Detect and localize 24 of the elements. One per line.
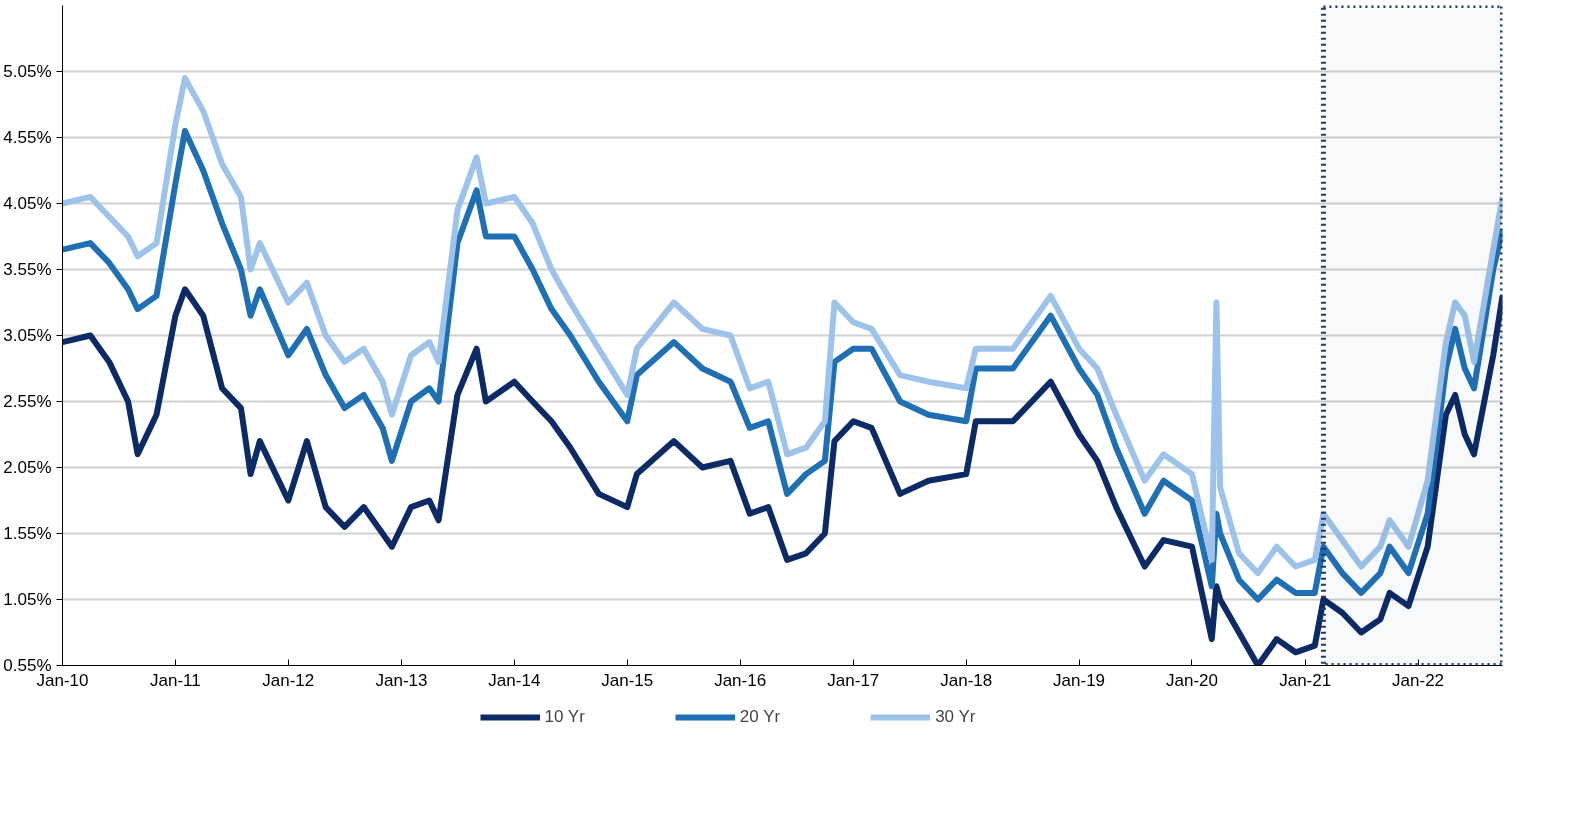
x-tick-label: Jan-11	[150, 670, 201, 690]
x-tick-label: Jan-12	[262, 670, 315, 690]
y-tick-label: 4.05%	[3, 194, 52, 213]
y-tick-label: 2.05%	[3, 458, 52, 477]
y-tick-label: 1.05%	[3, 590, 52, 609]
y-tick-label: 1.55%	[3, 524, 52, 543]
y-tick-label: 5.05%	[3, 62, 52, 81]
legend-label: 20 Yr	[739, 707, 781, 727]
y-tick-label: 2.55%	[3, 392, 52, 411]
x-tick-label: Jan-19	[1053, 670, 1106, 690]
x-tick-label: Jan-18	[940, 670, 993, 690]
legend-label: 30 Yr	[935, 707, 976, 727]
x-tick-label: Jan-22	[1392, 670, 1445, 690]
x-tick-label: Jan-21	[1279, 670, 1332, 690]
x-tick-label: Jan-13	[375, 670, 428, 690]
x-tick-label: Jan-14	[488, 670, 541, 690]
y-tick-label: 4.55%	[3, 128, 52, 147]
x-tick-label: Jan-16	[714, 670, 767, 690]
x-tick-label: Jan-15	[601, 670, 654, 690]
legend-label: 10 Yr	[544, 707, 585, 727]
x-tick-label: Jan-20	[1165, 670, 1218, 690]
y-tick-label: 3.55%	[3, 260, 52, 279]
y-tick-label: 3.05%	[3, 326, 52, 345]
x-tick-label: Jan-17	[827, 670, 880, 690]
